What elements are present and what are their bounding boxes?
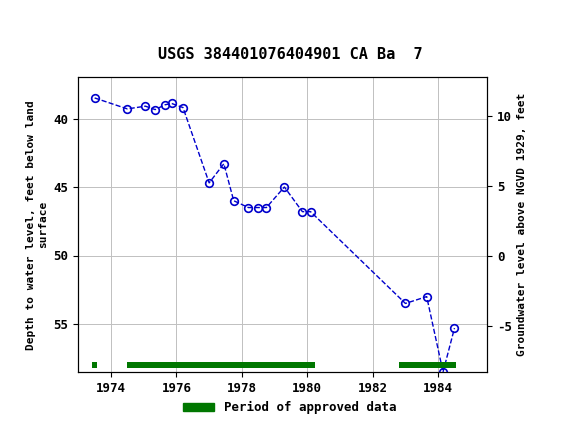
Text: USGS 384401076404901 CA Ba  7: USGS 384401076404901 CA Ba 7	[158, 47, 422, 62]
Bar	[128, 362, 316, 368]
Legend: Period of approved data: Period of approved data	[178, 396, 402, 419]
Text: ⊠USGS: ⊠USGS	[9, 14, 79, 31]
Bar	[399, 362, 456, 368]
Y-axis label: Depth to water level, feet below land
surface: Depth to water level, feet below land su…	[27, 100, 48, 350]
Y-axis label: Groundwater level above NGVD 1929, feet: Groundwater level above NGVD 1929, feet	[517, 93, 527, 356]
Bar	[92, 362, 97, 368]
